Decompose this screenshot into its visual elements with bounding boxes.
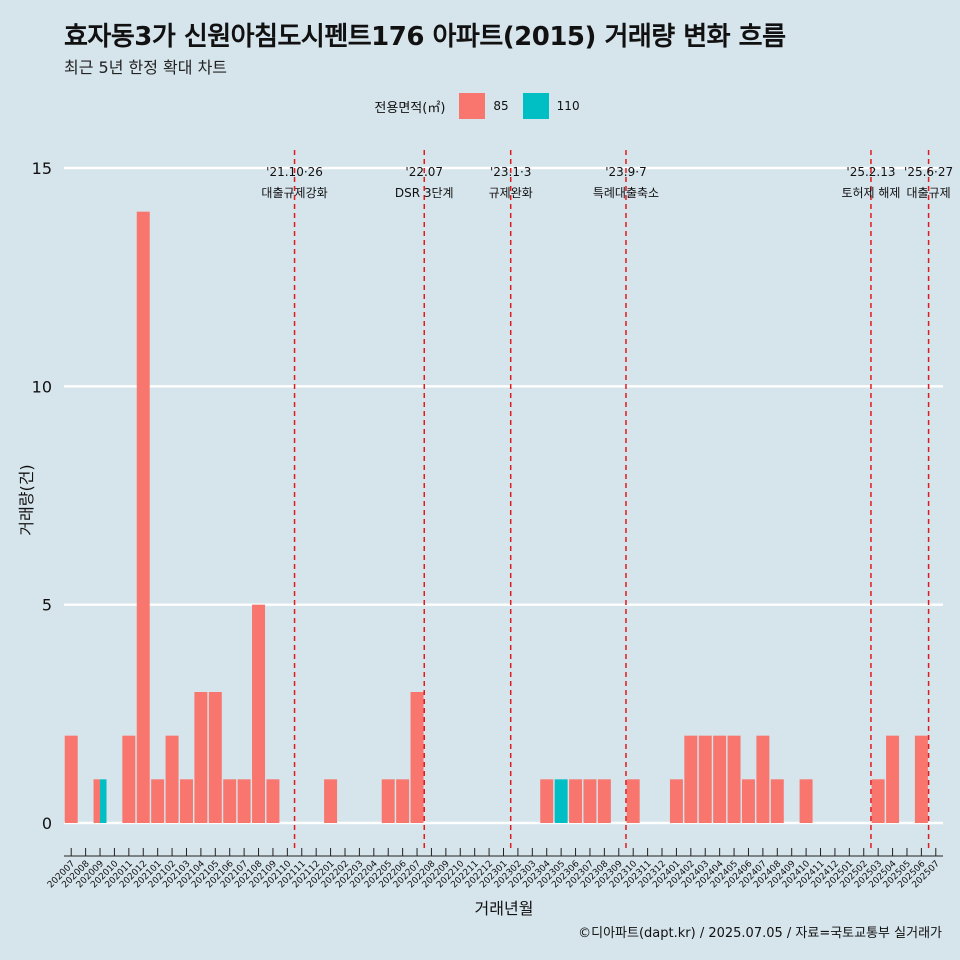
y-axis: 0 5 10 15 [32, 159, 52, 833]
bar-85-202401 [669, 779, 683, 823]
event-label-202309: 특례대출축소 [593, 186, 659, 200]
source-caption: ©디아파트(dapt.kr) / 2025.07.05 / 자료=국토교통부 실… [578, 926, 942, 941]
bar-85-202405 [727, 735, 741, 823]
event-annotations: '21.10·26 대출규제강화 '22.07 DSR 3단계 '23.1·3 규제완화 '… [261, 165, 953, 200]
legend: 전용면적(㎡) 85 110 [0, 93, 960, 119]
bar-85-202009 [93, 779, 101, 823]
bar-85-202410 [799, 779, 813, 823]
legend-item-85: 85 [459, 93, 509, 119]
bar-85-202206 [396, 779, 410, 823]
bar-110-202009 [100, 779, 107, 823]
chart-subtitle: 최근 5년 한정 확대 차트 [64, 58, 228, 77]
bar-85-202207 [410, 692, 424, 823]
bar-85-202402 [684, 735, 698, 823]
legend-label-110: 110 [556, 99, 580, 113]
x-axis: 2020072020082020092020102020112020122021… [46, 848, 943, 890]
event-date-202301: '23.1·3 [490, 165, 531, 179]
legend-item-110: 110 [522, 93, 580, 119]
legend-swatch-110 [522, 93, 549, 119]
event-lines [293, 150, 930, 850]
bar-85-202503 [871, 779, 885, 823]
event-date-202502: '25.2.13 [846, 165, 895, 179]
y-tick-label-10: 10 [32, 377, 52, 396]
bar-85-202308 [597, 779, 611, 823]
bar-85-202406 [741, 779, 755, 823]
bar-85-202012 [136, 211, 150, 823]
bar-85-202404 [713, 735, 727, 823]
bar-85-202105 [208, 692, 222, 823]
event-date-202506: '25.6·27 [904, 165, 953, 179]
legend-label-85: 85 [493, 99, 509, 113]
event-date-202309: '23.9·7 [605, 165, 646, 179]
bar-85-202106 [223, 779, 237, 823]
bar-85-202011 [122, 735, 136, 823]
bar-85-202304 [540, 779, 554, 823]
event-label-202207: DSR 3단계 [395, 186, 454, 200]
bar-85-202007 [64, 735, 78, 823]
y-tick-label-5: 5 [42, 596, 52, 615]
bar-85-202109 [266, 779, 280, 823]
y-tick-label-15: 15 [32, 159, 52, 178]
y-tick-label-0: 0 [42, 814, 52, 833]
bar-110-202305 [554, 779, 568, 823]
bar-85-202107 [237, 779, 251, 823]
bar-85-202102 [165, 735, 179, 823]
legend-swatch-85 [459, 93, 486, 119]
bar-85-202506 [914, 735, 928, 823]
bar-85-202201 [324, 779, 338, 823]
chart-title: 효자동3가 신원아침도시펜트176 아파트(2015) 거래량 변화 흐름 [64, 22, 786, 52]
bar-85-202407 [756, 735, 770, 823]
bar-85-202108 [252, 604, 266, 823]
bar-85-202306 [569, 779, 583, 823]
x-axis-label: 거래년월 [475, 899, 534, 918]
bar-85-202307 [583, 779, 597, 823]
bar-85-202408 [770, 779, 784, 823]
bar-85-202310 [626, 779, 640, 823]
event-label-202502: 토허제 해제 [841, 186, 900, 200]
event-date-202207: '22.07 [405, 165, 443, 179]
legend-title: 전용면적(㎡) [374, 100, 446, 116]
bars [64, 211, 928, 823]
bar-85-202403 [698, 735, 712, 823]
event-label-202110: 대출규제강화 [261, 186, 327, 200]
event-date-202110: '21.10·26 [266, 165, 323, 179]
event-label-202301: 규제완화 [489, 186, 533, 200]
event-label-202506: 대출규제 [907, 186, 951, 200]
y-axis-label: 거래량(건) [17, 464, 36, 535]
bar-85-202101 [151, 779, 165, 823]
bar-85-202104 [194, 692, 208, 823]
bar-85-202205 [381, 779, 395, 823]
bar-85-202103 [179, 779, 193, 823]
bar-85-202504 [886, 735, 900, 823]
